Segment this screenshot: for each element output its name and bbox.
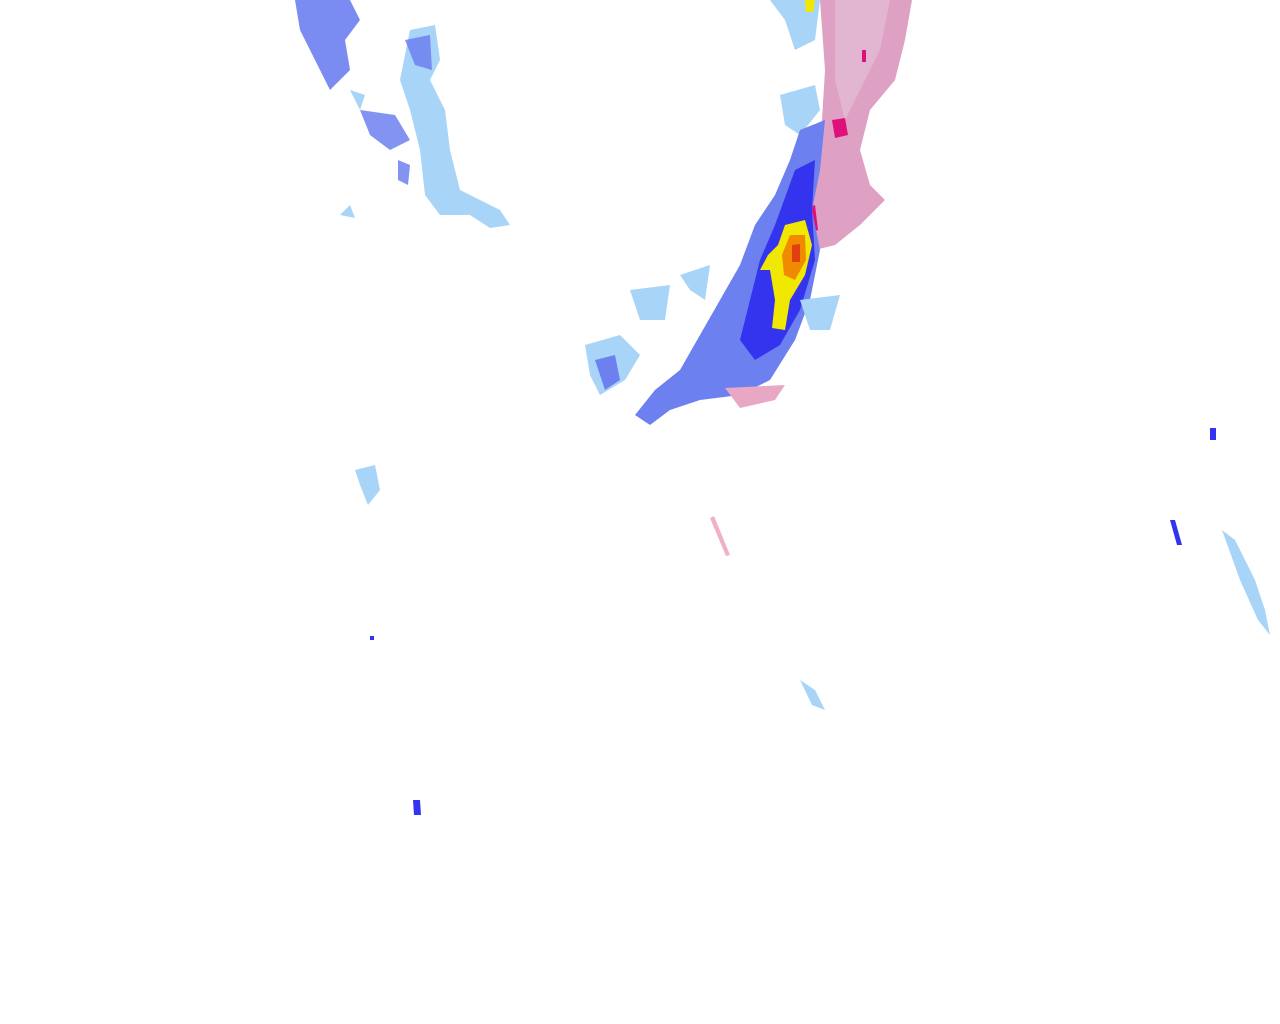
rain-area	[635, 120, 825, 425]
precip-band-main	[585, 0, 912, 425]
rain-area	[595, 355, 620, 390]
mixed-precip-area	[805, 0, 912, 250]
mixed-precip-area	[710, 516, 730, 556]
rain-area	[355, 465, 1270, 710]
precip-area	[340, 90, 365, 218]
precip-cluster-northwest	[295, 0, 510, 228]
precip-area	[400, 25, 510, 228]
rain-area	[370, 428, 1216, 815]
precip-area	[295, 0, 360, 90]
precip-scattered	[355, 428, 1270, 815]
intense-precip	[805, 0, 815, 12]
rain-area	[585, 265, 840, 395]
rain-area	[770, 0, 820, 135]
mixed-precip-area	[725, 385, 785, 408]
extreme-precip	[792, 244, 800, 262]
precip-area	[360, 35, 432, 185]
